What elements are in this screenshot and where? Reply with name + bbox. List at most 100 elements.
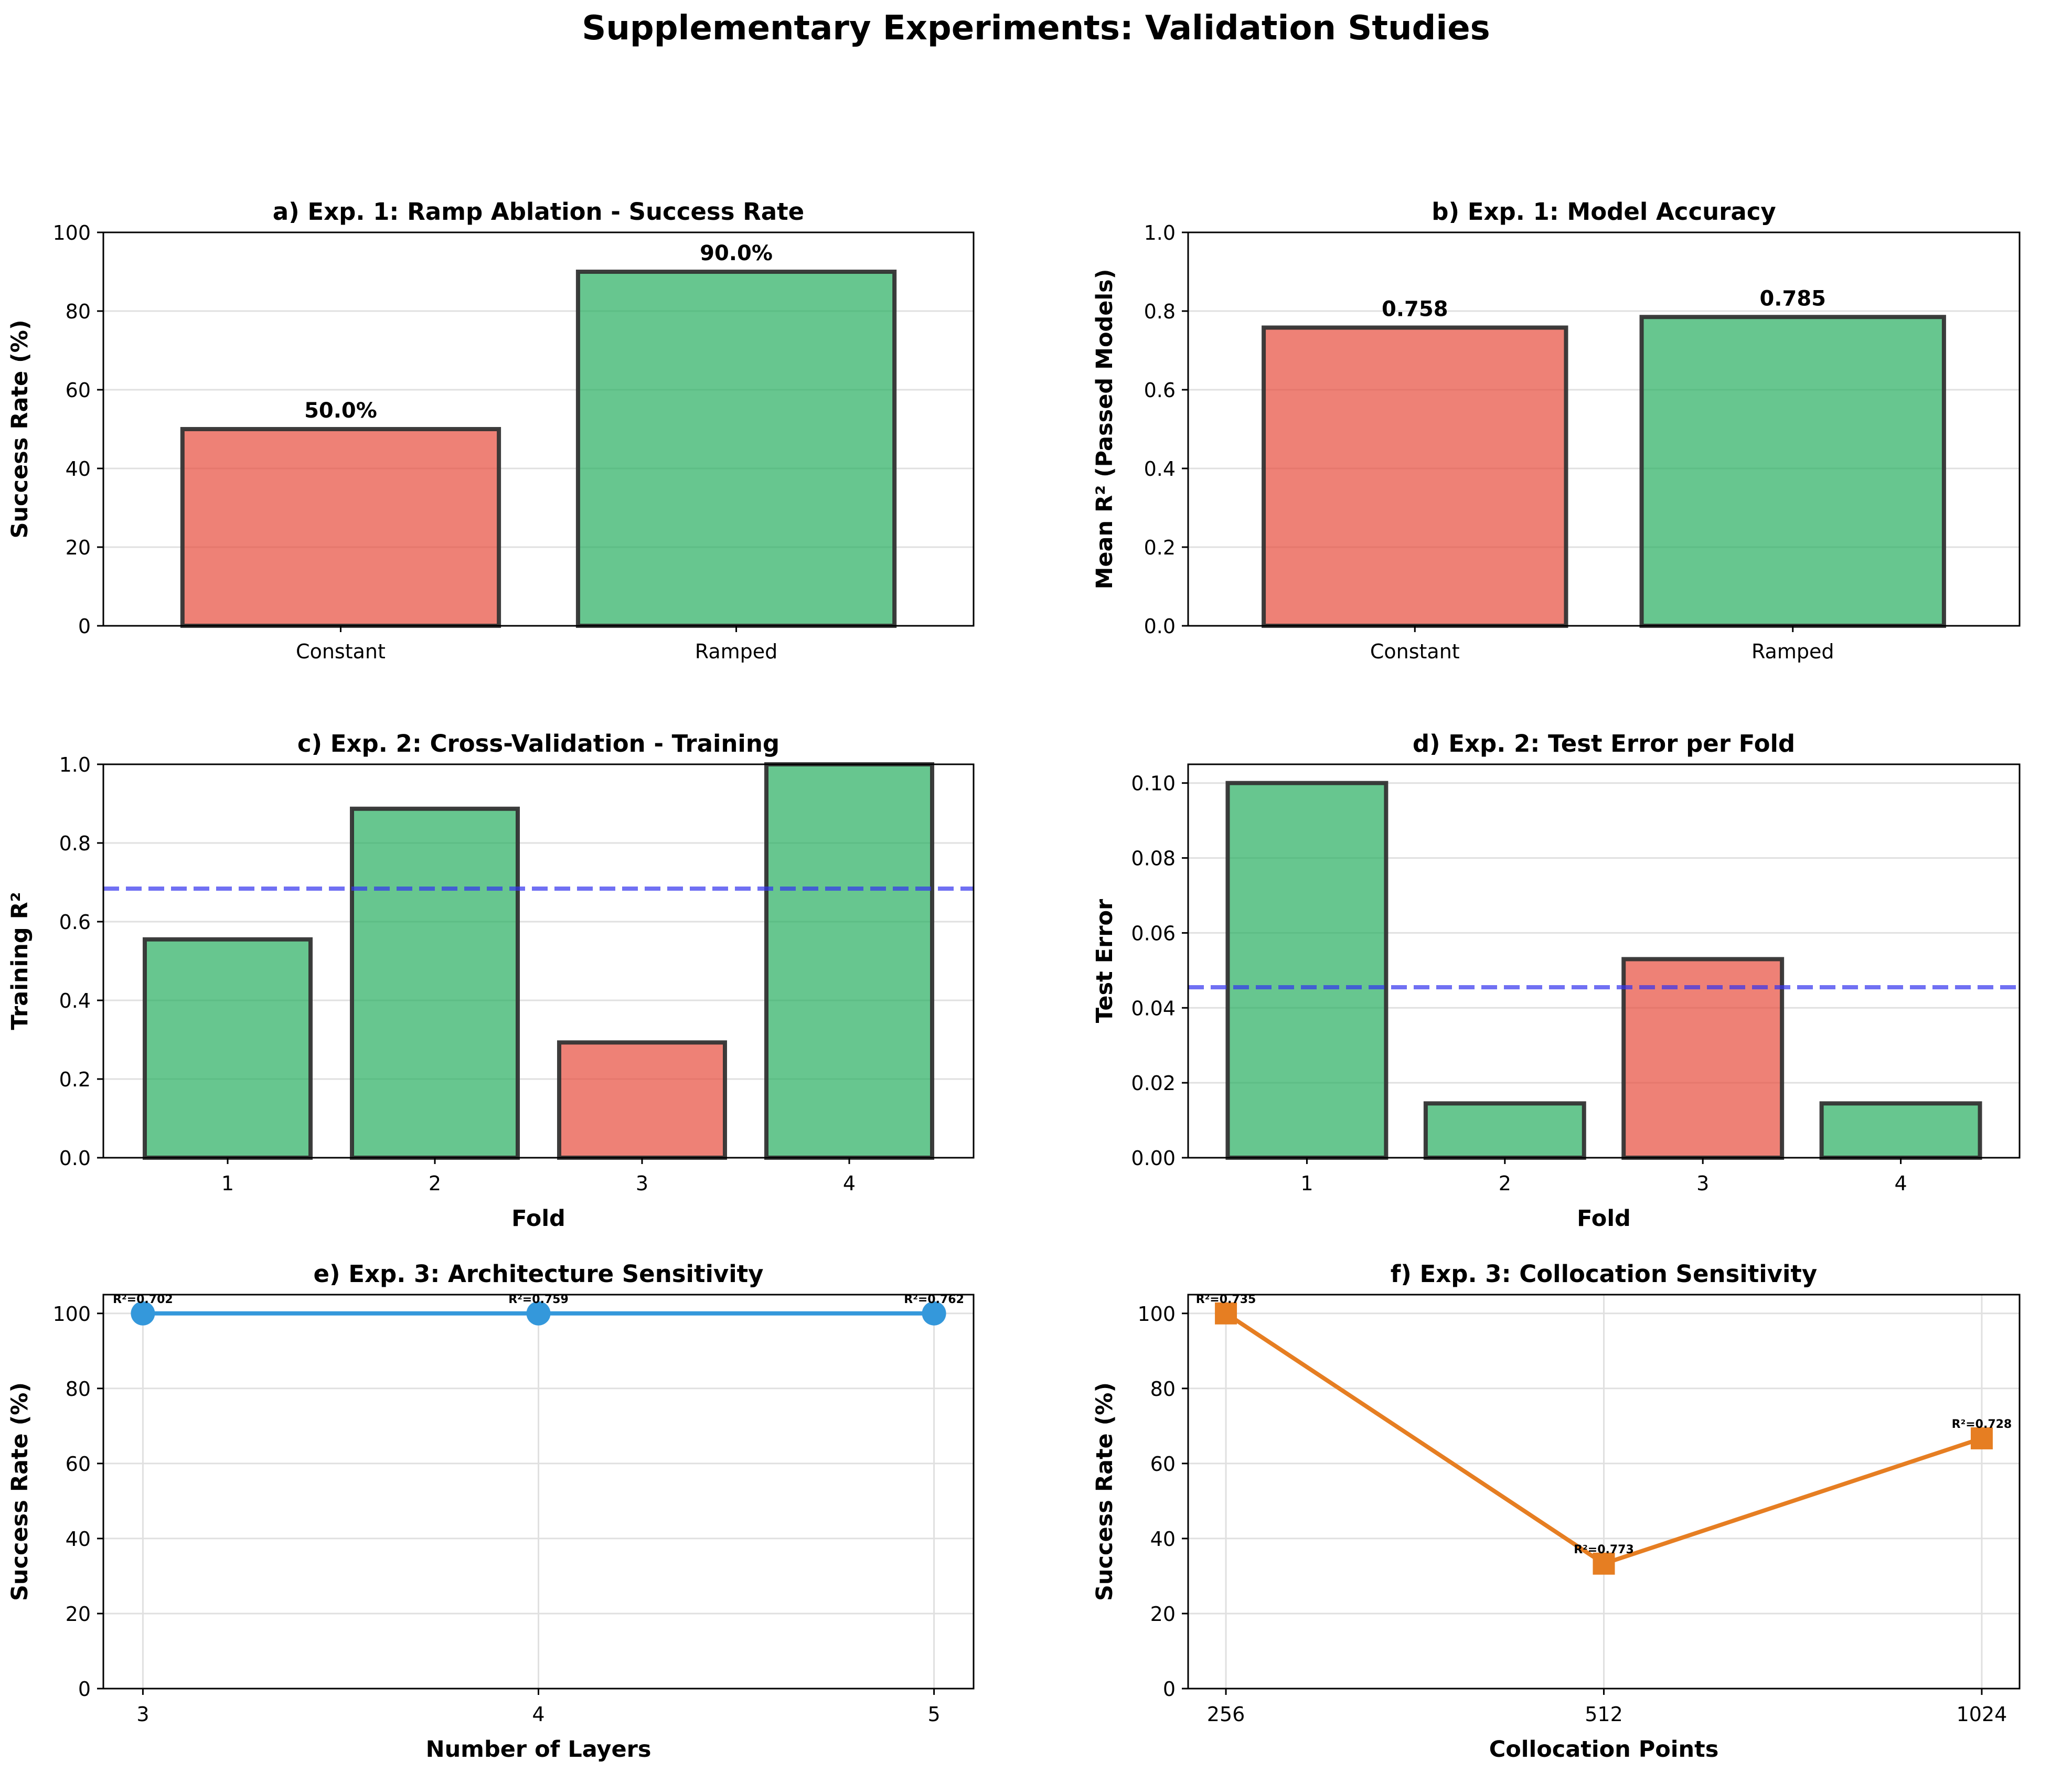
- y-tick-label: 100: [52, 1303, 91, 1326]
- axes-frame: [1187, 763, 2021, 1159]
- chart-a: 50.0% 90.0% 0 20 40 60 80 100 Constant Ramped a) E…: [7, 198, 975, 663]
- y-tick-label: 100: [1137, 1303, 1176, 1326]
- chart-title: d) Exp. 2: Test Error per Fold: [1413, 730, 1795, 757]
- figure-title: Supplementary Experiments: Validation St…: [582, 9, 1490, 48]
- y-tick-label: 0.06: [1131, 922, 1176, 945]
- chart-title: e) Exp. 3: Architecture Sensitivity: [314, 1260, 764, 1288]
- y-tick-label: 0.8: [1144, 300, 1176, 323]
- axes-frame: [102, 763, 975, 1159]
- y-tick-label: 0.8: [59, 832, 91, 855]
- x-tick-label: 5: [927, 1703, 940, 1726]
- x-tick-label: 4: [532, 1703, 544, 1726]
- x-tick-label: 256: [1207, 1703, 1245, 1726]
- chart-title: f) Exp. 3: Collocation Sensitivity: [1391, 1260, 1818, 1288]
- data-point: [131, 1301, 155, 1326]
- data-label: 0.785: [1759, 286, 1826, 311]
- x-tick-label: 1024: [1957, 1703, 2007, 1726]
- x-axis-label: Number of Layers: [426, 1736, 651, 1763]
- chart-b: 0.758 0.785 0.0 0.2 0.4 0.6 0.8 1.0 Constant Ramp…: [1092, 198, 2021, 663]
- x-tick-label: 512: [1585, 1703, 1623, 1726]
- y-tick-label: 20: [66, 1603, 91, 1626]
- data-point: [526, 1301, 551, 1326]
- x-tick-label: Ramped: [695, 640, 778, 663]
- y-tick-label: 0.02: [1131, 1072, 1176, 1095]
- y-tick-label: 0.2: [1144, 536, 1176, 559]
- x-tick-label: 4: [1894, 1172, 1907, 1195]
- bar-constant: [180, 427, 501, 628]
- y-tick-label: 0: [78, 1678, 91, 1701]
- y-tick-label: 0: [1163, 1678, 1176, 1701]
- y-tick-label: 0.04: [1131, 997, 1176, 1020]
- y-tick-label: 0.0: [59, 1147, 91, 1170]
- axes-frame: [1187, 231, 2021, 627]
- x-tick-label: 3: [1696, 1172, 1709, 1195]
- chart-d: 0.00 0.02 0.04 0.06 0.08 0.10 1 2 3 4 d) Exp. 2: T…: [1092, 730, 2021, 1232]
- bar-3: [1621, 957, 1785, 1160]
- axes-frame: [102, 231, 975, 627]
- y-tick-label: 0.00: [1131, 1147, 1176, 1170]
- y-tick-label: 40: [66, 1528, 91, 1551]
- chart-title: a) Exp. 1: Ramp Ablation - Success Rate: [273, 198, 804, 226]
- chart-title: c) Exp. 2: Cross-Validation - Training: [297, 730, 779, 757]
- y-tick-label: 40: [1150, 1528, 1176, 1551]
- data-point: [922, 1301, 946, 1326]
- y-tick-label: 60: [66, 379, 91, 402]
- x-tick-label: 1: [221, 1172, 234, 1195]
- y-axis-label: Success Rate (%): [7, 1382, 33, 1601]
- point-label: R²=0.773: [1574, 1543, 1634, 1556]
- x-axis-label: Fold: [511, 1205, 565, 1232]
- x-tick-label: Constant: [1370, 640, 1460, 663]
- y-axis-label: Mean R² (Passed Models): [1092, 269, 1118, 590]
- y-tick-label: 80: [66, 300, 91, 323]
- chart-c: 0.0 0.2 0.4 0.6 0.8 1.0 1 2 3 4 c) Exp. 2: Cross-V…: [7, 730, 975, 1232]
- y-tick-label: 0: [78, 615, 91, 638]
- y-tick-label: 20: [1150, 1603, 1176, 1626]
- y-tick-label: 80: [1150, 1378, 1176, 1401]
- y-tick-label: 40: [66, 457, 91, 481]
- y-axis-label: Success Rate (%): [1092, 1382, 1118, 1601]
- data-label: 90.0%: [700, 241, 773, 265]
- y-tick-label: 0.10: [1131, 772, 1176, 795]
- x-tick-label: 4: [843, 1172, 856, 1195]
- x-tick-label: 2: [1499, 1172, 1511, 1195]
- y-tick-label: 80: [66, 1378, 91, 1401]
- bar-1: [1225, 781, 1389, 1160]
- y-tick-label: 0.2: [59, 1068, 91, 1091]
- bar-4: [764, 762, 934, 1160]
- bar-3: [557, 1040, 727, 1160]
- y-tick-label: 60: [1150, 1453, 1176, 1476]
- data-label: 50.0%: [304, 399, 377, 423]
- data-point: [1593, 1552, 1615, 1575]
- x-axis-label: Fold: [1577, 1205, 1631, 1232]
- y-tick-label: 1.0: [1144, 221, 1176, 244]
- x-tick-label: Ramped: [1751, 640, 1834, 663]
- x-axis-label: Collocation Points: [1489, 1736, 1719, 1763]
- bar-4: [1819, 1101, 1982, 1160]
- y-tick-label: 0.4: [59, 989, 91, 1012]
- y-tick-label: 0.4: [1144, 457, 1176, 481]
- y-axis-label: Training R²: [7, 892, 33, 1030]
- bar-ramped: [575, 270, 897, 628]
- chart-title: b) Exp. 1: Model Accuracy: [1432, 198, 1776, 226]
- y-axis-label: Success Rate (%): [7, 319, 33, 538]
- bar-2: [350, 806, 520, 1160]
- y-tick-label: 0.6: [1144, 379, 1176, 402]
- x-tick-label: 3: [636, 1172, 648, 1195]
- bar-constant: [1262, 325, 1568, 628]
- y-tick-label: 60: [66, 1453, 91, 1476]
- y-tick-label: 1.0: [59, 753, 91, 776]
- y-axis-label: Test Error: [1092, 899, 1118, 1023]
- data-point: [1970, 1427, 1993, 1449]
- bar-2: [1423, 1101, 1586, 1160]
- data-point: [1215, 1302, 1237, 1325]
- y-tick-label: 0.08: [1131, 847, 1176, 870]
- y-tick-label: 20: [66, 536, 91, 559]
- y-tick-label: 100: [52, 221, 91, 244]
- data-label: 0.758: [1382, 297, 1448, 322]
- x-tick-label: 3: [136, 1703, 149, 1726]
- x-tick-label: 2: [429, 1172, 441, 1195]
